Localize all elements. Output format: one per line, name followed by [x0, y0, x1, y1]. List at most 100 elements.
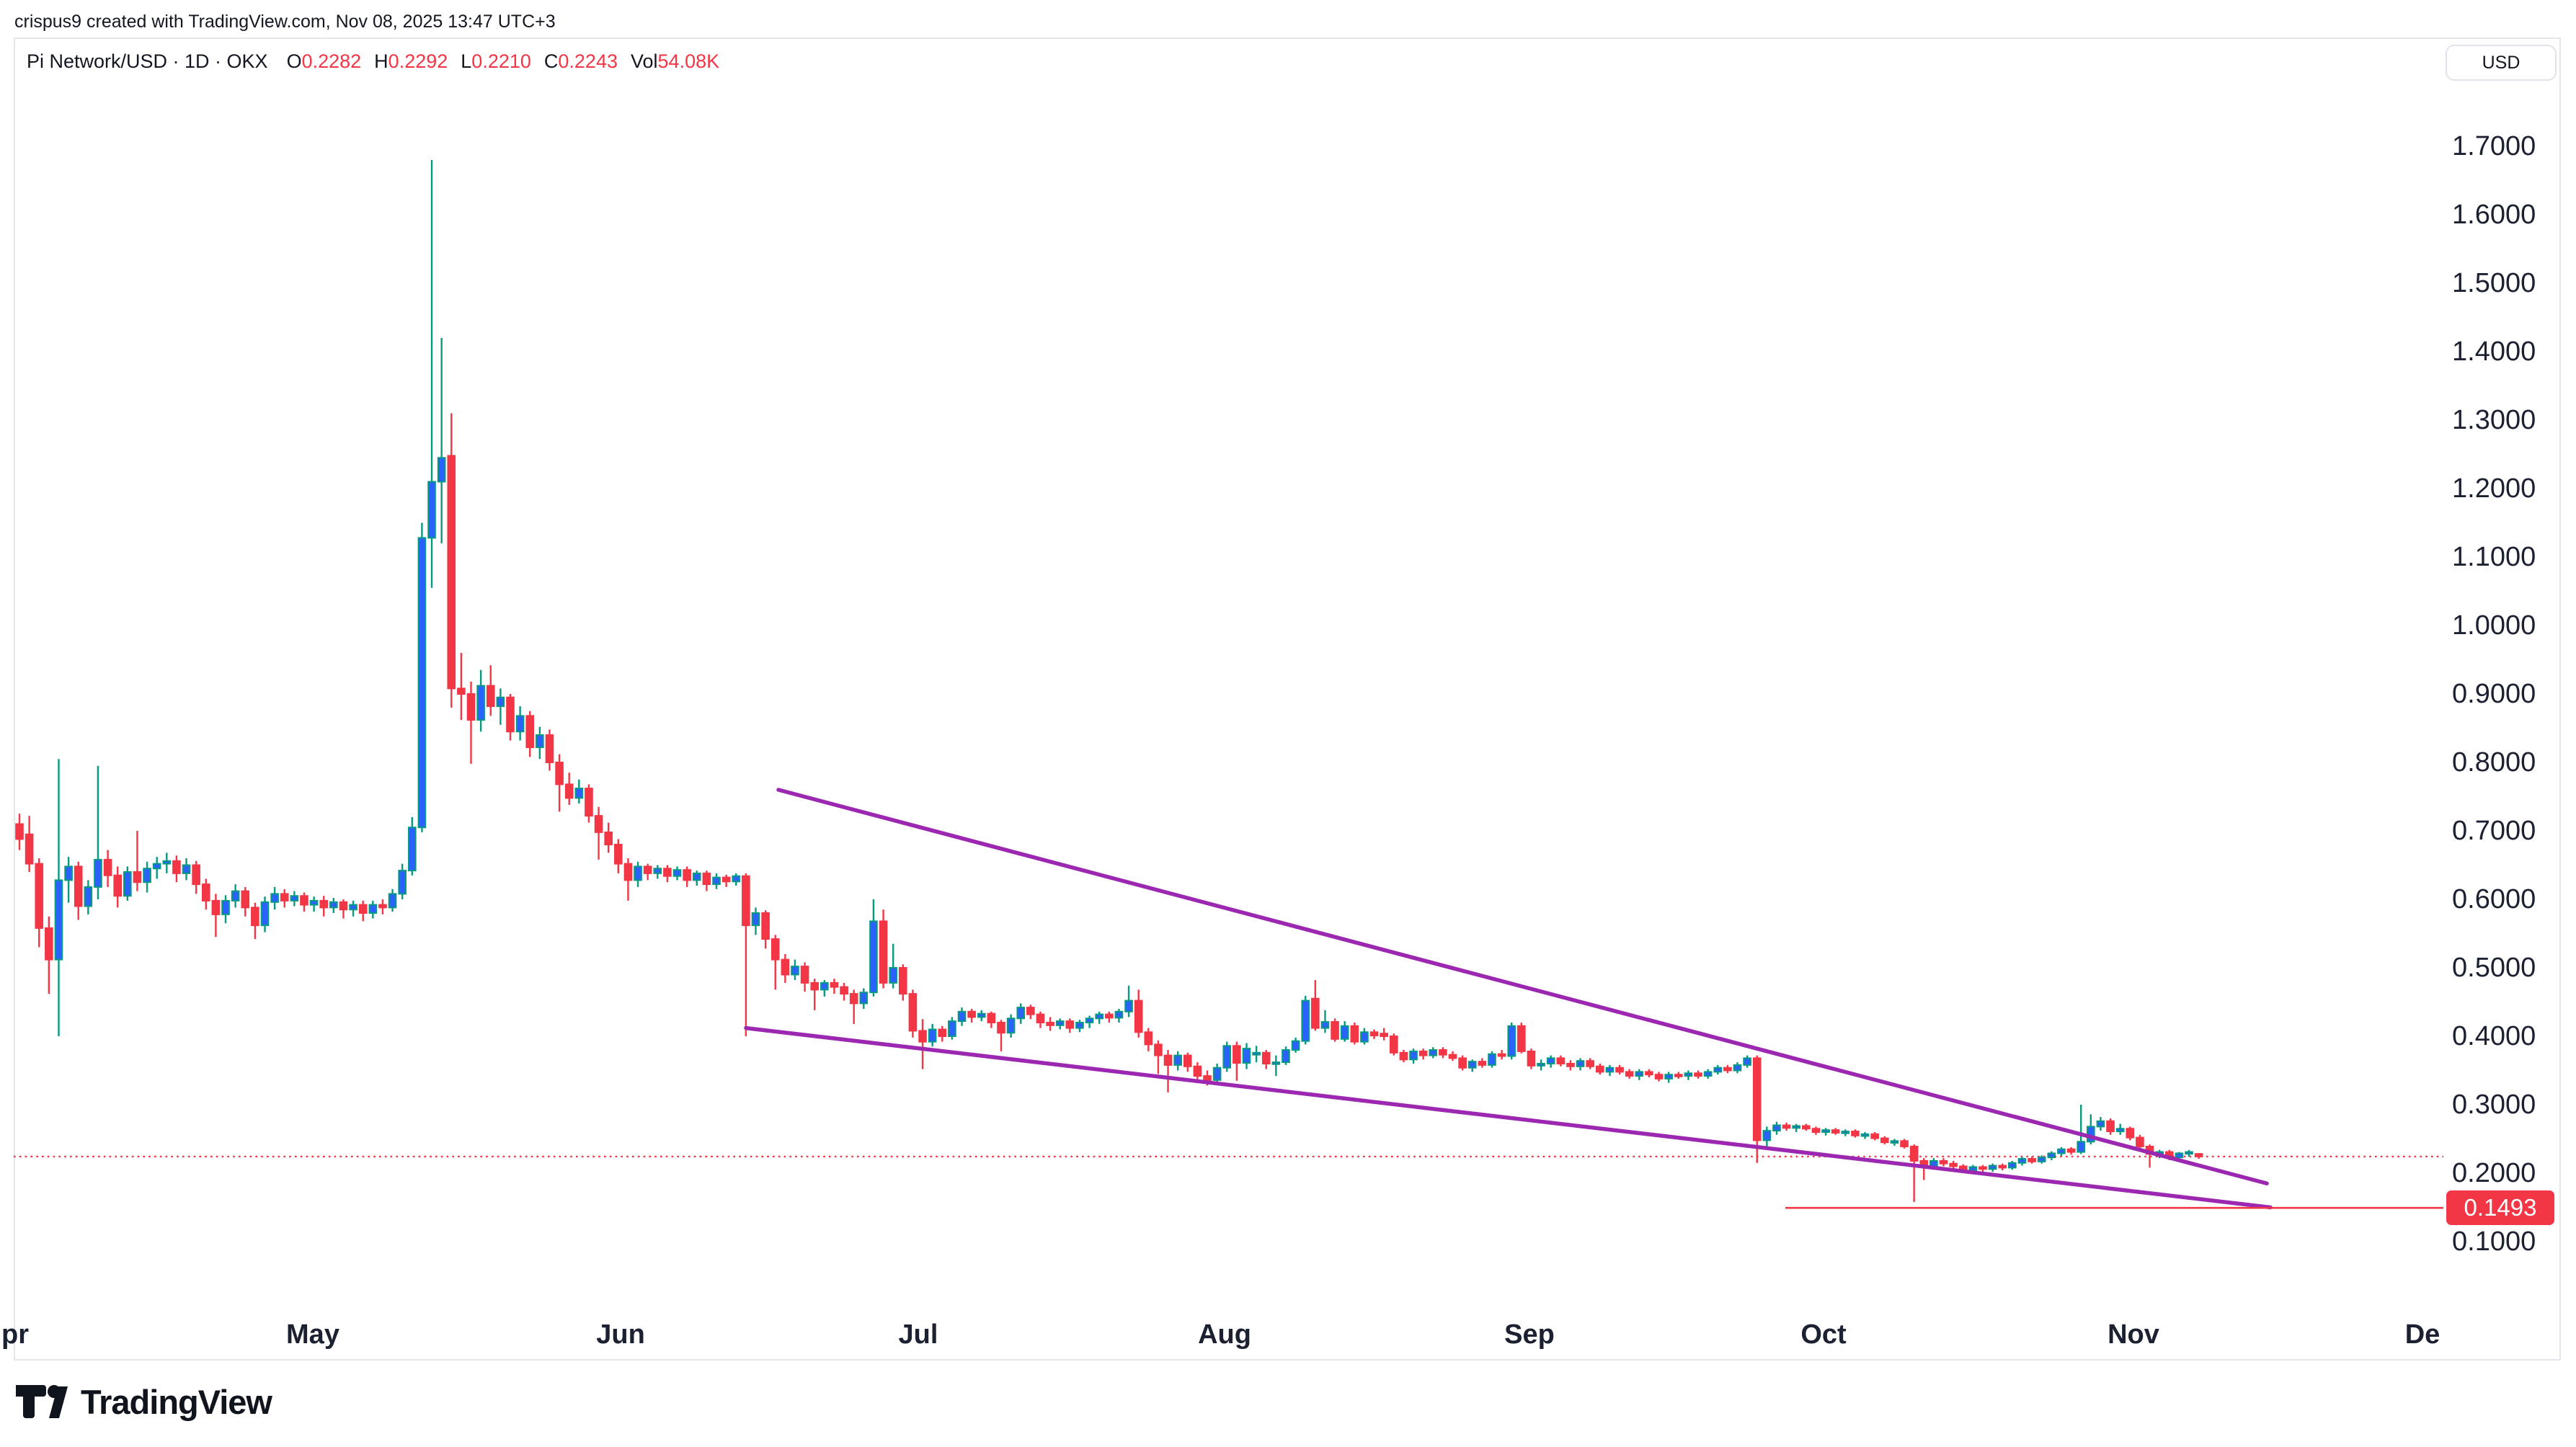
candle-body	[172, 860, 181, 874]
candle-body	[525, 715, 535, 749]
price-axis-label: 0.1000	[2452, 1226, 2536, 1257]
candle-body	[447, 455, 456, 690]
candle-body	[427, 481, 436, 539]
ohlc-label: Vol	[630, 50, 658, 72]
candle-body	[1605, 1067, 1615, 1073]
candle-body	[290, 895, 299, 901]
time-axis-label-jul: Jul	[898, 1319, 938, 1350]
candle-body	[1065, 1020, 1075, 1029]
ohlc-label: H	[374, 50, 388, 72]
candle-body	[496, 696, 505, 708]
price-axis-label: 0.7000	[2452, 816, 2536, 846]
ohlc-label: O	[286, 50, 302, 72]
trendline-wedge-lower[interactable]	[744, 1025, 2273, 1210]
candle-body	[457, 687, 466, 695]
ohlc-value: 0.2210	[471, 50, 531, 72]
candle-body	[604, 831, 613, 846]
candle-body	[201, 883, 210, 901]
ohlc-value: 54.08K	[657, 50, 720, 72]
candle-body	[133, 871, 142, 883]
price-axis-label: 0.3000	[2452, 1090, 2536, 1120]
candle-body	[1566, 1063, 1575, 1067]
candle-body	[536, 734, 544, 749]
candle-body	[211, 899, 221, 915]
price-axis-label: 1.2000	[2452, 473, 2536, 504]
candle-body	[1733, 1064, 1742, 1072]
candle-body	[1978, 1166, 1987, 1170]
chart-frame-top	[14, 37, 2561, 39]
candle-body	[663, 868, 672, 877]
time-axis-label-nov: Nov	[2108, 1319, 2159, 1350]
candle-body	[506, 696, 515, 733]
candle-body	[918, 1030, 927, 1043]
candle-body	[1222, 1045, 1232, 1069]
candle-body	[791, 966, 799, 976]
candle-body	[928, 1028, 937, 1043]
price-axis-label: 0.8000	[2452, 747, 2536, 778]
candle-body	[1537, 1063, 1545, 1067]
ohlc-pair-vol: Vol54.08K	[631, 50, 719, 72]
candle-body	[319, 899, 329, 909]
alert-price-badge-label: 0.1493	[2464, 1194, 2537, 1221]
candle-body	[889, 967, 897, 984]
candle-body	[143, 868, 151, 883]
candle-body	[1743, 1057, 1751, 1066]
candle-body	[1772, 1124, 1781, 1132]
candle-body	[1380, 1033, 1388, 1037]
candle-body	[2126, 1128, 2135, 1139]
candle-body	[683, 869, 691, 881]
candle-body	[1674, 1074, 1683, 1077]
candle-body	[564, 783, 574, 799]
candle-body	[1311, 997, 1320, 1029]
candle-body	[1841, 1131, 1850, 1134]
candle-body	[1870, 1133, 1879, 1139]
candle-body	[1821, 1129, 1830, 1134]
candle-body	[1703, 1071, 1713, 1077]
symbol-title: Pi Network/USD · 1D · OKX	[27, 50, 268, 72]
candle-body	[545, 734, 554, 763]
candle-body	[94, 858, 102, 888]
candle-body	[555, 762, 564, 785]
candle-body	[1360, 1031, 1369, 1043]
candle-body	[1635, 1071, 1644, 1077]
candle-body	[2028, 1158, 2036, 1162]
candle-body	[1890, 1140, 1899, 1144]
candle-body	[614, 844, 623, 865]
candle-body	[1802, 1125, 1811, 1130]
chart-frame-bottom	[14, 1359, 2561, 1361]
candle-body	[2115, 1128, 2125, 1133]
trendline-wedge-upper[interactable]	[776, 788, 2269, 1185]
candle-body	[1320, 1021, 1330, 1029]
candle-body	[1752, 1057, 1762, 1141]
candle-body	[398, 870, 407, 895]
currency-button[interactable]: USD	[2446, 45, 2557, 81]
candle-body	[1212, 1067, 1222, 1081]
candle-body	[1909, 1145, 1919, 1162]
candle-body	[1055, 1020, 1065, 1026]
candle-body	[368, 904, 378, 914]
candle-body	[938, 1028, 947, 1037]
candle-body	[2185, 1151, 2193, 1155]
candle-body	[2047, 1152, 2056, 1159]
candle-body	[1075, 1022, 1084, 1029]
candle-body	[309, 899, 319, 906]
candle-body	[476, 685, 485, 721]
price-axis-label: 1.5000	[2452, 268, 2536, 298]
candle-body	[1085, 1018, 1094, 1024]
candle-body	[879, 920, 888, 984]
price-axis-label: 0.5000	[2452, 953, 2536, 983]
ohlc-pair-l: L0.2210	[461, 50, 531, 72]
candle-body	[417, 537, 427, 829]
candle-body	[1340, 1025, 1349, 1040]
price-axis-label: 1.1000	[2452, 542, 2536, 572]
candle-body	[1163, 1054, 1173, 1066]
candle-body	[221, 899, 230, 915]
candle-body	[1399, 1051, 1408, 1061]
candle-body	[64, 865, 73, 881]
tradingview-logo[interactable]: TradingView	[16, 1382, 272, 1422]
candle-body	[515, 715, 525, 733]
candle-body	[1684, 1072, 1693, 1077]
candle-body	[1507, 1025, 1516, 1057]
candle-body	[820, 981, 829, 991]
